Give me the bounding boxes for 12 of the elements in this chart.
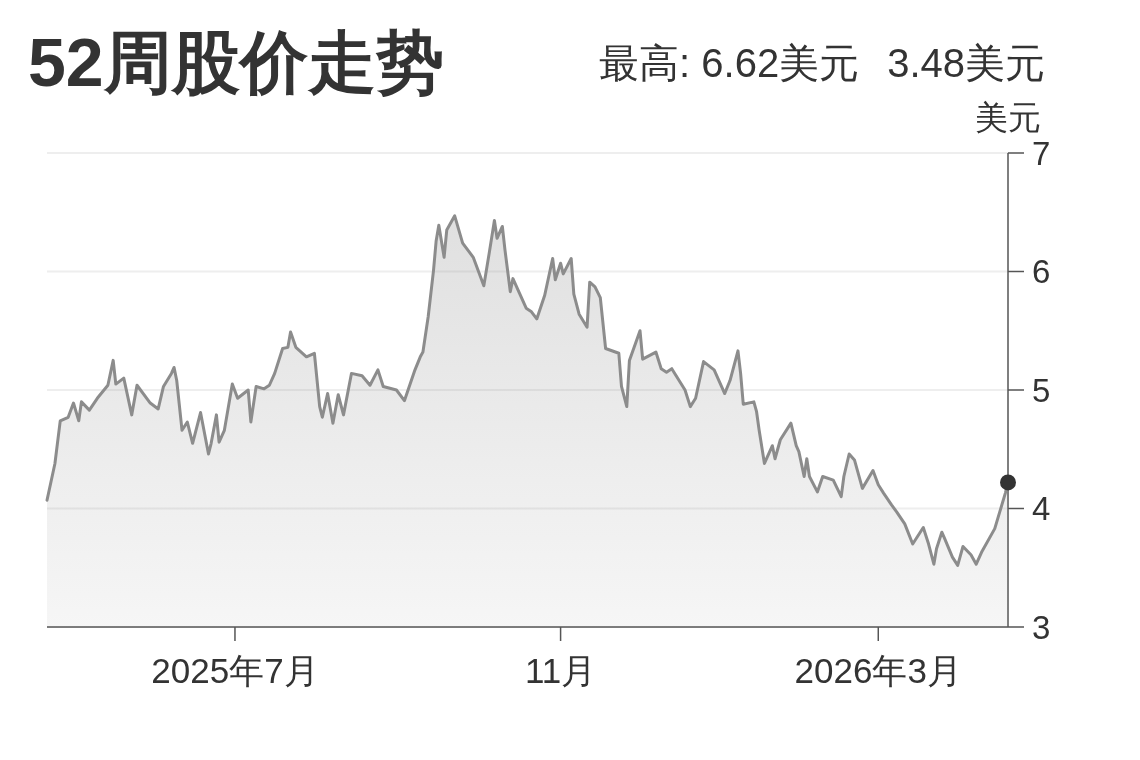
x-tick-label: 2026年3月 [794, 651, 962, 690]
text: 3.48美元 [887, 41, 1045, 85]
y-tick-label: 6 [1032, 253, 1051, 290]
chart-title: 52周股价走势 [28, 24, 444, 100]
y-axis-title: 美元 [975, 99, 1041, 136]
y-tick-label: 4 [1032, 490, 1051, 527]
text: 最高: 6.62美元 [599, 41, 860, 85]
x-tick-label: 11月 [524, 651, 597, 690]
y-tick-label: 3 [1032, 608, 1051, 646]
y-tick-label: 7 [1032, 134, 1051, 172]
x-tick-label: 2025年7月 [151, 651, 319, 690]
y-tick-label: 5 [1032, 371, 1051, 409]
